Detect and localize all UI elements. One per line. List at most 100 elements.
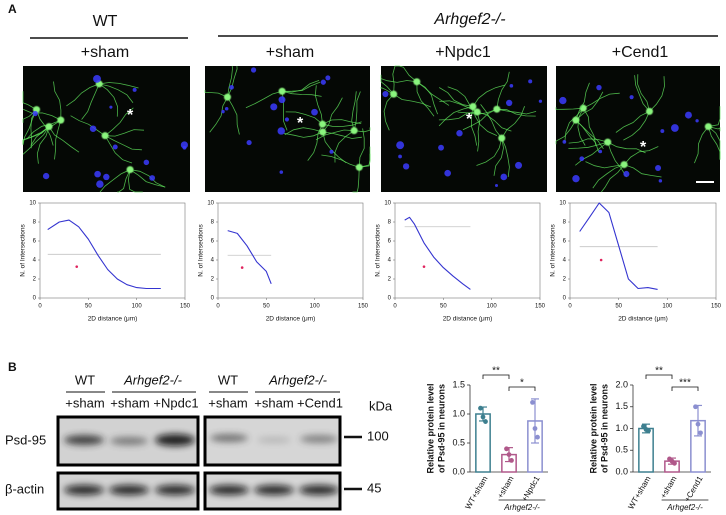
x-tick-label: 50 bbox=[615, 304, 622, 310]
panel-label: B bbox=[8, 360, 17, 374]
neurite bbox=[501, 106, 525, 139]
significance-label: ** bbox=[655, 366, 663, 377]
neurite bbox=[383, 93, 394, 131]
blot-group: Arhgef2-/- bbox=[268, 372, 327, 387]
neurite bbox=[66, 83, 100, 107]
nucleus bbox=[456, 130, 463, 137]
neurite bbox=[477, 111, 512, 132]
micrograph: * bbox=[380, 65, 547, 192]
y-tick-label: 2 bbox=[563, 277, 567, 283]
x-tick-label: 50 bbox=[440, 304, 447, 310]
group-title: WT bbox=[93, 13, 118, 30]
nucleus bbox=[562, 140, 567, 144]
neurite bbox=[694, 126, 709, 164]
neurite bbox=[398, 65, 418, 83]
neurite bbox=[623, 164, 662, 178]
nucleus bbox=[658, 179, 663, 183]
neurite bbox=[322, 97, 343, 133]
sholl-curve bbox=[579, 202, 658, 290]
y-axis-label: Relative protein level bbox=[425, 383, 435, 473]
significance-bracket bbox=[645, 374, 673, 379]
y-tick-label: 0.5 bbox=[615, 445, 628, 455]
y-tick-label: 10 bbox=[559, 201, 566, 207]
sholl-curve bbox=[404, 216, 471, 290]
nucleus bbox=[509, 84, 514, 88]
neurite bbox=[30, 109, 37, 149]
nucleus bbox=[311, 108, 318, 116]
bar bbox=[475, 413, 491, 473]
neurite bbox=[322, 131, 347, 164]
x-tick-label: +Npdc1 bbox=[520, 474, 542, 503]
neurite bbox=[321, 154, 360, 168]
neurite bbox=[322, 131, 362, 139]
neurite bbox=[307, 124, 323, 161]
nucleus bbox=[623, 170, 630, 177]
plot-frame bbox=[39, 202, 186, 299]
x-tick-label: 100 bbox=[132, 304, 143, 310]
plot-frame bbox=[569, 202, 717, 299]
nucleus bbox=[500, 173, 508, 181]
nucleus bbox=[42, 172, 50, 180]
y-tick-label: 10 bbox=[29, 201, 36, 207]
nucleus bbox=[596, 84, 602, 91]
y-tick-label: 4 bbox=[388, 258, 392, 264]
neurite bbox=[438, 87, 474, 107]
x-tick-label: 100 bbox=[662, 304, 673, 310]
neurite bbox=[555, 107, 584, 110]
neurite bbox=[472, 84, 506, 107]
y-tick-label: 8 bbox=[563, 220, 567, 226]
x-tick-label: +sham bbox=[496, 474, 516, 500]
data-point bbox=[698, 430, 703, 436]
soma bbox=[355, 163, 363, 171]
neurite bbox=[283, 131, 323, 138]
nucleus bbox=[94, 170, 101, 178]
neurite bbox=[583, 92, 620, 109]
neurite bbox=[568, 138, 608, 144]
blot-condition: +sham bbox=[110, 395, 149, 410]
neurite bbox=[649, 76, 665, 112]
condition: +Cend1 bbox=[612, 44, 669, 61]
y-tick-label: 8 bbox=[388, 220, 392, 226]
soma bbox=[645, 107, 653, 115]
neurite bbox=[416, 81, 438, 115]
data-point bbox=[504, 446, 509, 452]
neurite bbox=[708, 126, 721, 132]
neurite bbox=[104, 135, 142, 151]
band bbox=[64, 485, 104, 495]
significance-bracket bbox=[671, 386, 699, 391]
neurite bbox=[480, 104, 503, 139]
x-tick-label: 50 bbox=[263, 304, 270, 310]
nucleus bbox=[149, 175, 156, 181]
data-point bbox=[532, 426, 538, 431]
nucleus bbox=[96, 180, 104, 188]
nucleus bbox=[396, 141, 405, 150]
image-marker: * bbox=[297, 115, 304, 132]
nucleus bbox=[506, 99, 513, 107]
nucleus bbox=[112, 144, 118, 150]
neurite bbox=[577, 107, 586, 146]
y-tick-label: 2 bbox=[388, 277, 392, 283]
blot-group: WT bbox=[218, 372, 238, 387]
neurite bbox=[575, 82, 590, 121]
x-tick-label: WT+sham bbox=[463, 474, 489, 511]
data-point bbox=[693, 404, 698, 410]
x-axis-label: 2D distance (μm) bbox=[266, 316, 316, 323]
data-point bbox=[480, 414, 486, 420]
neurite bbox=[493, 138, 504, 176]
neurite bbox=[607, 141, 646, 154]
band bbox=[254, 485, 294, 495]
neurite bbox=[127, 169, 143, 193]
neurite bbox=[281, 90, 322, 97]
nucleus bbox=[182, 145, 187, 150]
soma bbox=[223, 93, 231, 101]
nucleus bbox=[670, 124, 679, 132]
soma bbox=[350, 127, 358, 135]
nucleus bbox=[398, 154, 402, 159]
neurite bbox=[568, 141, 608, 149]
soma bbox=[319, 120, 327, 128]
neurite bbox=[105, 129, 145, 137]
y-tick-label: 6 bbox=[33, 239, 37, 245]
x-tick-label: 50 bbox=[85, 304, 92, 310]
neurite bbox=[227, 96, 240, 135]
